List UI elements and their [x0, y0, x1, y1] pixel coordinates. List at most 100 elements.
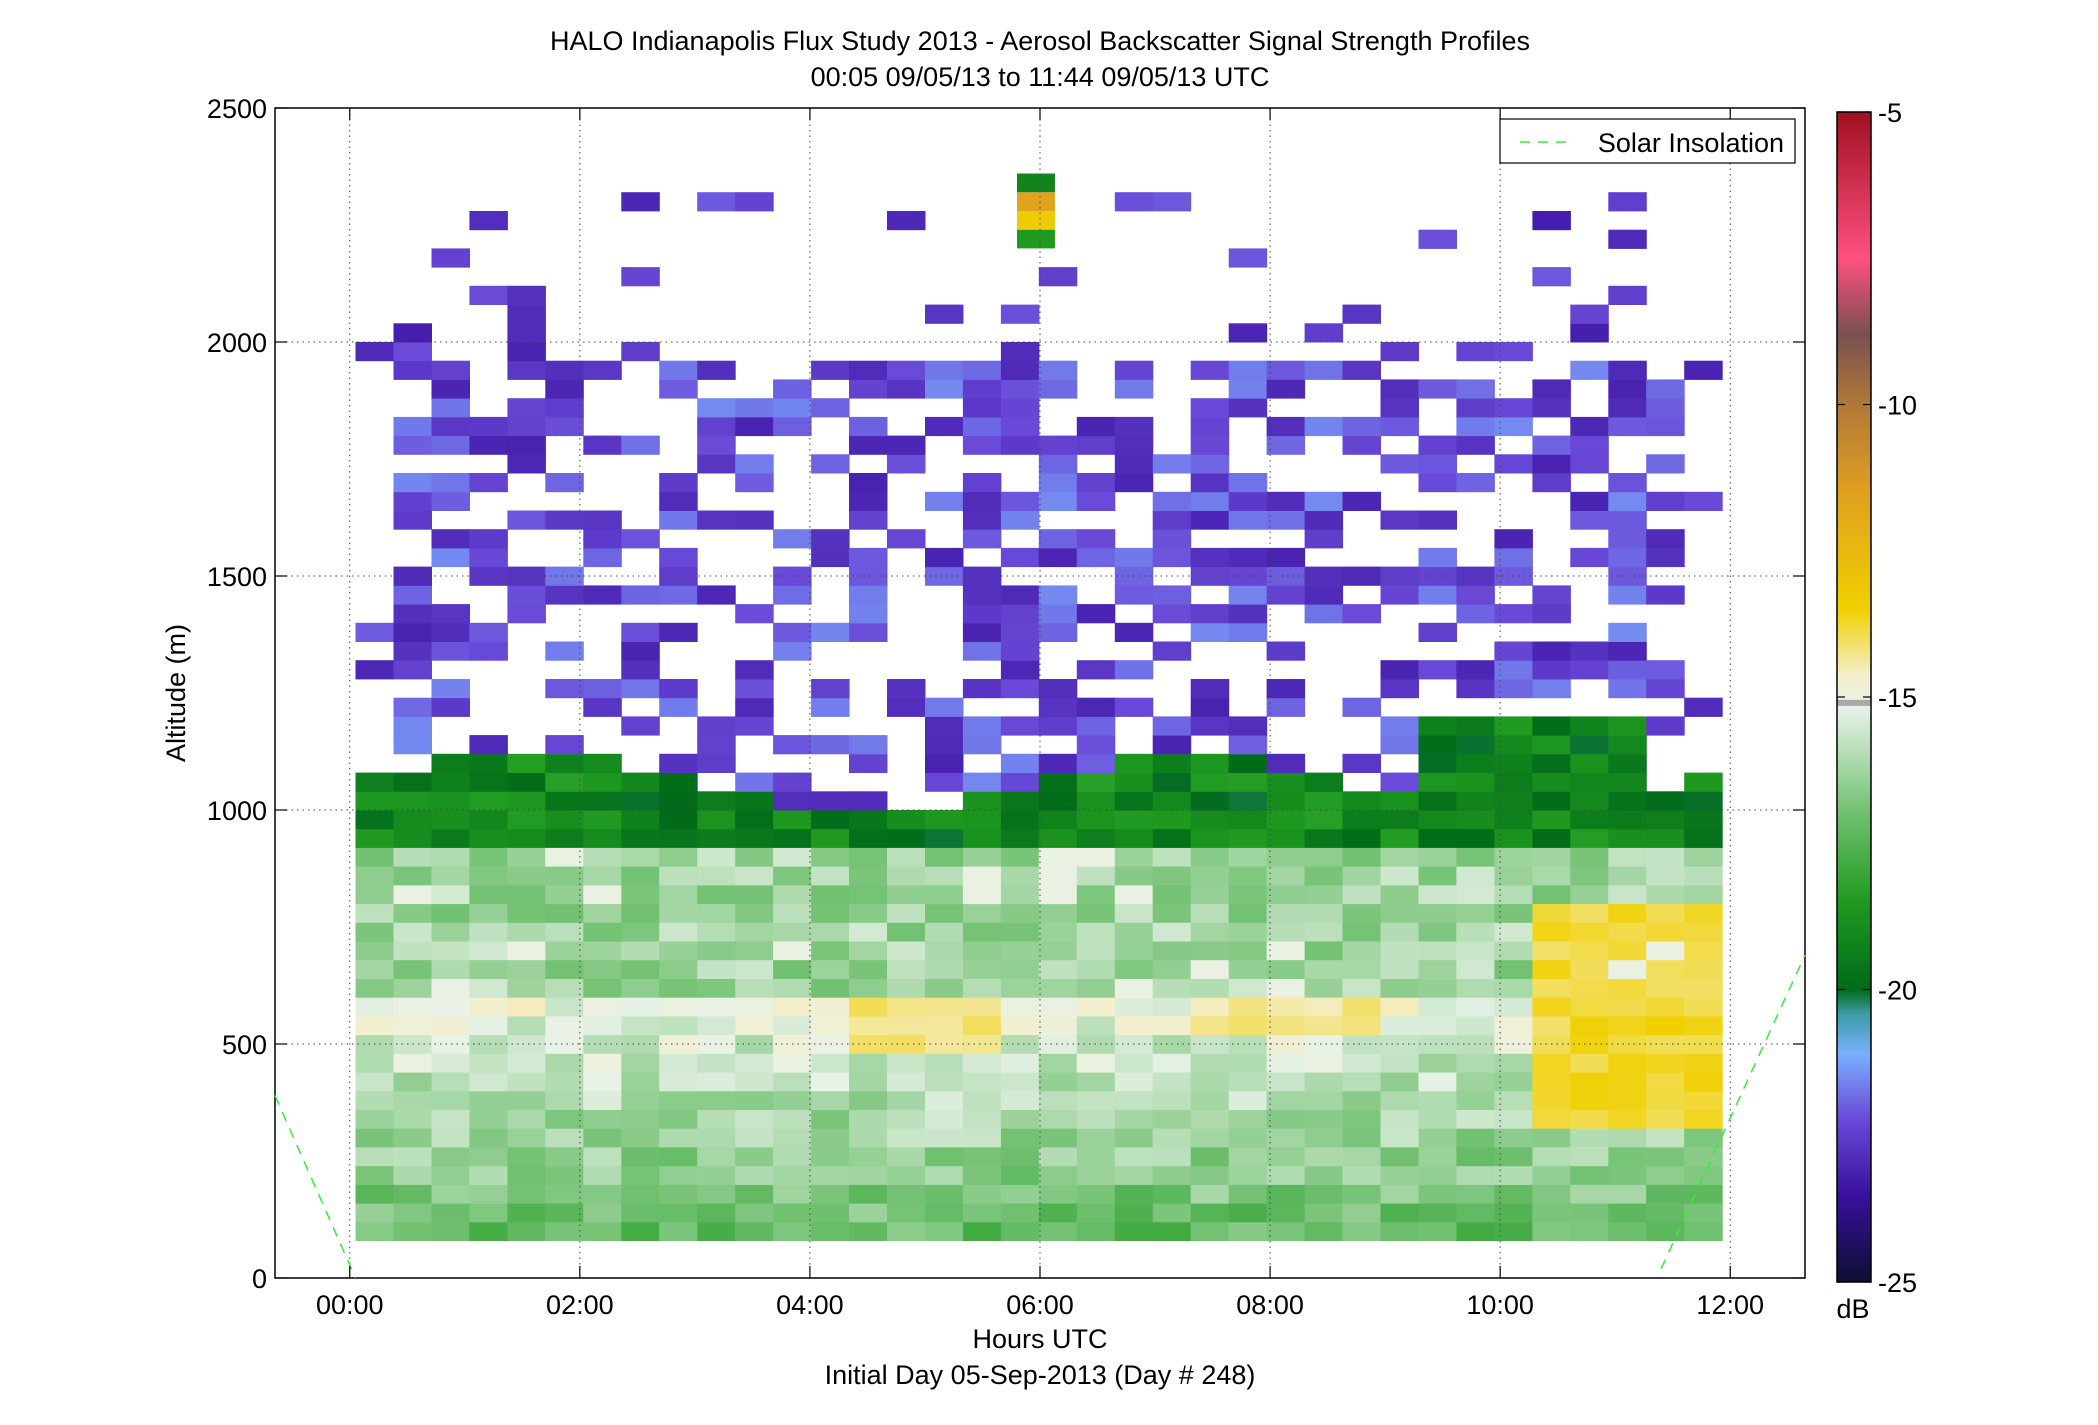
solar-insolation-line: [274, 954, 1806, 1279]
heatmap-cell: [393, 660, 432, 680]
heatmap-cell: [697, 454, 736, 474]
heatmap-cell: [355, 342, 394, 362]
heatmap-cell: [507, 285, 546, 305]
heatmap-cell: [1380, 941, 1419, 961]
heatmap-cell: [621, 1053, 660, 1073]
heatmap-cell: [507, 1053, 546, 1073]
heatmap-cell: [1304, 997, 1344, 1017]
heatmap-cell: [1038, 810, 1078, 830]
heatmap-cell: [1190, 828, 1230, 848]
heatmap-cell: [469, 1072, 508, 1092]
heatmap-cell: [1304, 941, 1344, 961]
heatmap-cell: [621, 192, 660, 212]
heatmap-cell: [431, 435, 470, 455]
heatmap-cell: [697, 398, 736, 418]
heatmap-cell: [1114, 1203, 1154, 1223]
heatmap-cell: [1076, 529, 1116, 549]
heatmap-cell: [1570, 1128, 1609, 1148]
heatmap-cell: [1114, 922, 1154, 942]
heatmap-cell: [1228, 473, 1268, 493]
heatmap-cell: [469, 641, 508, 661]
heatmap-cell: [545, 847, 584, 867]
heatmap-cell: [849, 1128, 888, 1148]
heatmap-cell: [735, 922, 774, 942]
heatmap-cell: [1228, 1090, 1268, 1110]
heatmap-cell: [1684, 828, 1723, 848]
heatmap-cell: [735, 416, 774, 437]
y-tick-label: 1500: [207, 562, 267, 592]
heatmap-cell: [431, 772, 470, 792]
heatmap-cell: [1570, 1015, 1609, 1036]
heatmap-cell: [1418, 791, 1457, 811]
heatmap-cell: [1532, 1221, 1571, 1241]
heatmap-cell: [583, 1128, 622, 1148]
heatmap-cell: [1266, 828, 1306, 848]
heatmap-cell: [1304, 884, 1344, 905]
heatmap-cell: [1456, 866, 1495, 886]
heatmap-cell: [469, 1203, 508, 1223]
heatmap-cell: [1380, 866, 1419, 886]
heatmap-cell: [1342, 566, 1381, 586]
heatmap-cell: [773, 828, 812, 848]
heatmap-cell: [925, 810, 964, 830]
heatmap-cell: [773, 847, 812, 867]
heatmap-cell: [887, 997, 926, 1017]
heatmap-cell: [1304, 1072, 1344, 1092]
heatmap-cell: [621, 828, 660, 848]
heatmap-cell: [393, 1184, 432, 1204]
heatmap-cell: [1114, 1165, 1154, 1185]
heatmap-cell: [1000, 1203, 1040, 1223]
heatmap-cell: [1228, 1053, 1268, 1073]
heatmap-cell: [1418, 435, 1457, 455]
heatmap-cell: [1684, 1072, 1723, 1092]
heatmap-cell: [1266, 1203, 1306, 1223]
heatmap-cell: [1456, 941, 1495, 961]
heatmap-cell: [431, 753, 470, 773]
heatmap-cell: [962, 622, 1002, 642]
heatmap-cell: [621, 1184, 660, 1204]
heatmap-cell: [811, 1090, 850, 1110]
heatmap-cell: [1000, 604, 1040, 624]
heatmap-cell: [1456, 828, 1495, 848]
heatmap-cell: [1304, 360, 1344, 380]
heatmap-cell: [545, 791, 584, 811]
heatmap-cell: [621, 1090, 660, 1110]
heatmap-cell: [1456, 847, 1495, 867]
heatmap-cell: [355, 1015, 394, 1036]
heatmap-cell: [507, 454, 546, 474]
heatmap-cell: [1684, 1184, 1723, 1204]
heatmap-cell: [1304, 828, 1344, 848]
heatmap-cell: [1038, 697, 1078, 717]
heatmap-cell: [697, 828, 736, 848]
heatmap-cell: [1494, 959, 1533, 979]
heatmap-cell: [962, 473, 1002, 493]
heatmap-cell: [1076, 491, 1116, 511]
heatmap-cell: [773, 791, 812, 811]
heatmap-cell: [1570, 922, 1609, 942]
heatmap-cell: [1228, 1165, 1268, 1185]
heatmap-cell: [1152, 510, 1192, 530]
heatmap-cell: [1608, 810, 1647, 830]
heatmap-cell: [393, 978, 432, 998]
heatmap-cell: [1456, 1072, 1495, 1092]
heatmap-cell: [1380, 791, 1419, 811]
heatmap-cell: [1228, 828, 1268, 848]
heatmap-cell: [1456, 772, 1495, 792]
heatmap-cell: [811, 679, 850, 699]
heatmap-cell: [659, 791, 698, 811]
heatmap-cell: [1342, 1184, 1381, 1204]
heatmap-cell: [1000, 1128, 1040, 1148]
heatmap-cell: [1380, 1109, 1419, 1129]
heatmap-cell: [962, 1034, 1002, 1054]
heatmap-cell: [1304, 810, 1344, 830]
heatmap-cell: [545, 1128, 584, 1148]
heatmap-cell: [1038, 997, 1078, 1017]
heatmap-cell: [1266, 753, 1306, 773]
heatmap-cell: [1608, 1072, 1647, 1092]
heatmap-cell: [1380, 342, 1419, 362]
heatmap-cell: [507, 1015, 546, 1036]
heatmap-cell: [1456, 379, 1495, 399]
heatmap-cell: [1152, 547, 1192, 568]
heatmap-cell: [925, 1221, 964, 1241]
heatmap-cell: [962, 1072, 1002, 1092]
